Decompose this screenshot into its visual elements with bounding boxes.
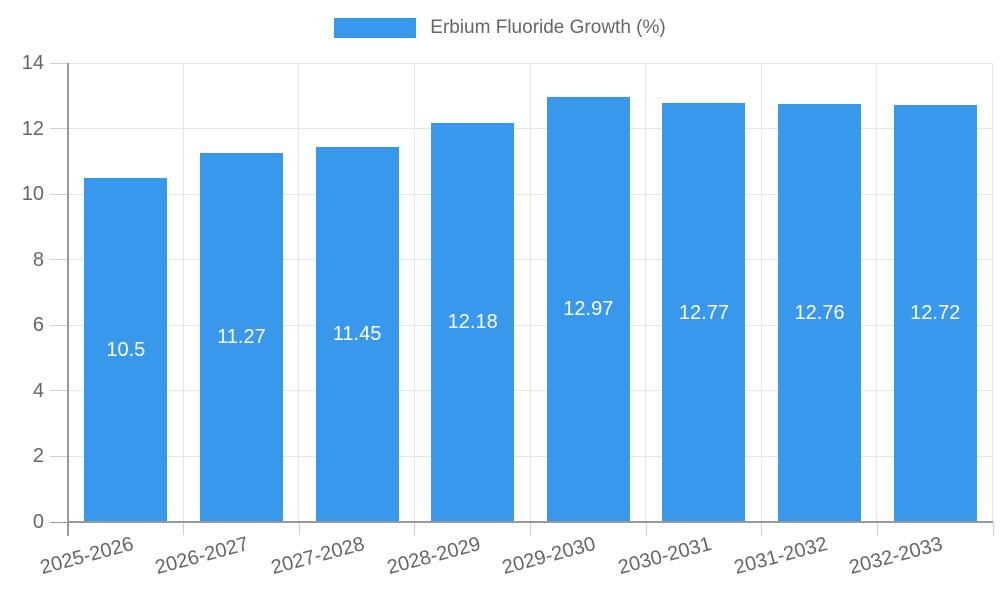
y-tick-label: 4 — [32, 379, 44, 402]
bar[interactable] — [546, 96, 630, 522]
bar[interactable] — [199, 152, 283, 522]
gridline-v — [876, 63, 878, 522]
x-tick-mark — [414, 522, 416, 535]
y-tick-label: 2 — [32, 445, 44, 468]
plot-area: 0 2 4 6 8 10 12 14 10.5 2025-2026 11.27 2026-2027 11… — [22, 52, 994, 579]
bar-value-label: 12.97 — [563, 298, 614, 321]
bar-value-label: 12.18 — [447, 311, 498, 334]
gridline-h — [68, 259, 993, 261]
y-tick-mark — [50, 193, 68, 195]
y-tick-mark — [50, 455, 68, 457]
x-tick-mark — [298, 522, 300, 535]
gridline-h — [68, 62, 993, 64]
gridline-h — [68, 193, 993, 195]
gridline-v — [645, 63, 647, 522]
y-tick-mark — [50, 390, 68, 392]
y-tick-label: 6 — [32, 314, 44, 337]
gridline-h — [68, 324, 993, 326]
gridline-v — [413, 63, 415, 522]
bar[interactable] — [662, 103, 746, 522]
x-tick-mark — [992, 522, 994, 535]
gridline-h — [68, 390, 993, 392]
gridline-h — [68, 128, 993, 130]
legend-item[interactable]: Erbium Fluoride Growth (%) — [334, 17, 666, 39]
gridline-v — [529, 63, 531, 522]
y-tick-mark — [50, 62, 68, 64]
y-tick-label: 14 — [21, 52, 44, 74]
bar[interactable] — [893, 104, 977, 522]
x-axis-line — [67, 521, 993, 523]
legend-swatch — [334, 18, 417, 38]
x-tick-mark — [530, 522, 531, 535]
gridline-v — [182, 63, 184, 522]
x-tick-mark — [645, 522, 647, 535]
x-tick-mark — [876, 522, 878, 535]
x-tick-mark — [761, 522, 763, 535]
gridline-h — [68, 455, 993, 457]
y-axis-line — [67, 63, 69, 536]
x-tick-mark — [183, 522, 185, 535]
bar[interactable] — [315, 146, 399, 522]
y-tick-mark — [50, 521, 68, 523]
y-tick-mark — [50, 259, 68, 261]
legend: Erbium Fluoride Growth (%) — [0, 17, 1000, 39]
bar[interactable] — [431, 122, 515, 522]
legend-label: Erbium Fluoride Growth (%) — [430, 17, 666, 38]
y-tick-label: 0 — [32, 511, 44, 533]
y-tick-mark — [50, 128, 68, 130]
bar-value-label: 11.27 — [217, 326, 266, 349]
bar-value-label: 11.45 — [332, 323, 382, 346]
y-tick-mark — [50, 324, 68, 326]
bar[interactable] — [84, 177, 168, 522]
gridline-v — [992, 63, 993, 522]
bar-value-label: 12.77 — [678, 301, 729, 324]
bar-value-label: 12.72 — [910, 302, 961, 325]
y-tick-label: 10 — [21, 183, 44, 206]
y-tick-label: 12 — [21, 117, 44, 140]
bar-value-label: 10.5 — [106, 338, 146, 361]
y-tick-label: 8 — [32, 248, 44, 271]
gridline-v — [298, 63, 300, 522]
bar[interactable] — [778, 103, 862, 522]
bar-value-label: 12.76 — [794, 301, 845, 324]
gridline-v — [760, 63, 762, 522]
